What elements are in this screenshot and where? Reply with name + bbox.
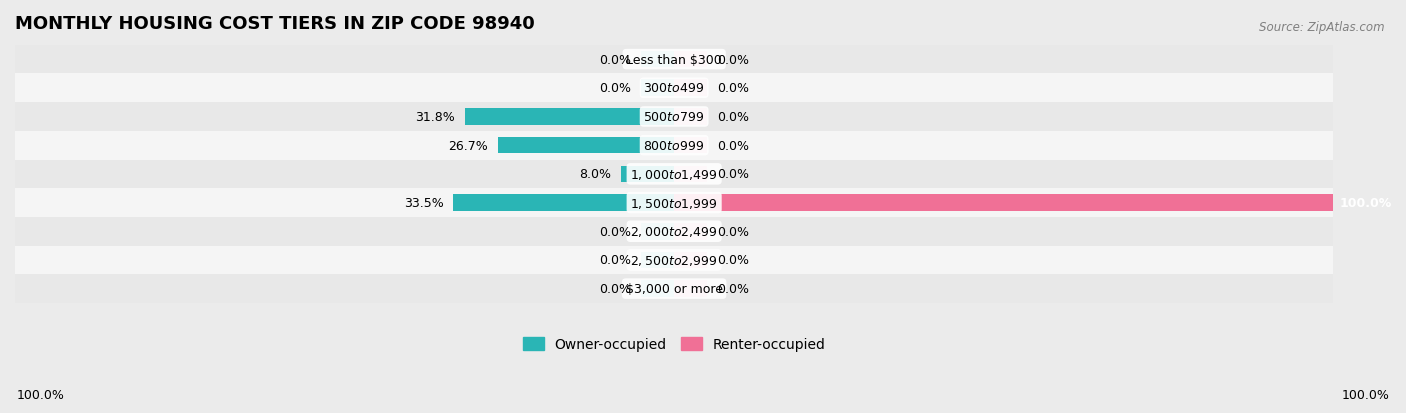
Bar: [15, 217, 1333, 246]
Text: 8.0%: 8.0%: [579, 168, 612, 181]
Text: $800 to $999: $800 to $999: [644, 139, 704, 152]
Bar: [498, 138, 673, 154]
Text: Less than $300: Less than $300: [626, 53, 723, 66]
Bar: [453, 195, 673, 211]
Text: 26.7%: 26.7%: [449, 139, 488, 152]
Text: $1,500 to $1,999: $1,500 to $1,999: [630, 196, 718, 210]
Text: Source: ZipAtlas.com: Source: ZipAtlas.com: [1260, 21, 1385, 33]
Text: 0.0%: 0.0%: [717, 282, 749, 295]
Text: 0.0%: 0.0%: [599, 53, 631, 66]
Text: $1,000 to $1,499: $1,000 to $1,499: [630, 167, 718, 181]
Text: 0.0%: 0.0%: [717, 111, 749, 123]
Bar: [15, 189, 1333, 217]
Bar: [464, 109, 673, 126]
Bar: [673, 280, 707, 297]
Text: 0.0%: 0.0%: [599, 254, 631, 267]
Bar: [673, 166, 707, 183]
Bar: [15, 246, 1333, 275]
Text: 0.0%: 0.0%: [717, 225, 749, 238]
Bar: [673, 109, 707, 126]
Bar: [15, 46, 1333, 74]
Bar: [15, 275, 1333, 303]
Bar: [15, 74, 1333, 103]
Text: 33.5%: 33.5%: [404, 197, 443, 209]
Bar: [641, 252, 673, 268]
Bar: [673, 223, 707, 240]
Bar: [15, 103, 1333, 131]
Bar: [673, 80, 707, 97]
Text: 0.0%: 0.0%: [599, 282, 631, 295]
Text: 0.0%: 0.0%: [717, 53, 749, 66]
Text: 0.0%: 0.0%: [717, 139, 749, 152]
Text: 0.0%: 0.0%: [717, 254, 749, 267]
Text: $2,000 to $2,499: $2,000 to $2,499: [630, 225, 718, 239]
Bar: [15, 160, 1333, 189]
Text: MONTHLY HOUSING COST TIERS IN ZIP CODE 98940: MONTHLY HOUSING COST TIERS IN ZIP CODE 9…: [15, 15, 534, 33]
Text: $300 to $499: $300 to $499: [644, 82, 704, 95]
Bar: [673, 252, 707, 268]
Bar: [621, 166, 673, 183]
Bar: [641, 280, 673, 297]
Text: 100.0%: 100.0%: [1341, 388, 1389, 401]
Bar: [641, 52, 673, 68]
Bar: [15, 131, 1333, 160]
Text: 100.0%: 100.0%: [17, 388, 65, 401]
Text: 0.0%: 0.0%: [599, 225, 631, 238]
Bar: [641, 80, 673, 97]
Text: 0.0%: 0.0%: [717, 82, 749, 95]
Text: 0.0%: 0.0%: [599, 82, 631, 95]
Text: $2,500 to $2,999: $2,500 to $2,999: [630, 253, 718, 267]
Text: 0.0%: 0.0%: [717, 168, 749, 181]
Text: $3,000 or more: $3,000 or more: [626, 282, 723, 295]
Text: 100.0%: 100.0%: [1340, 197, 1392, 209]
Bar: [673, 138, 707, 154]
Bar: [641, 223, 673, 240]
Legend: Owner-occupied, Renter-occupied: Owner-occupied, Renter-occupied: [517, 332, 831, 357]
Text: 31.8%: 31.8%: [415, 111, 454, 123]
Bar: [673, 195, 1333, 211]
Bar: [673, 52, 707, 68]
Text: $500 to $799: $500 to $799: [644, 111, 704, 123]
